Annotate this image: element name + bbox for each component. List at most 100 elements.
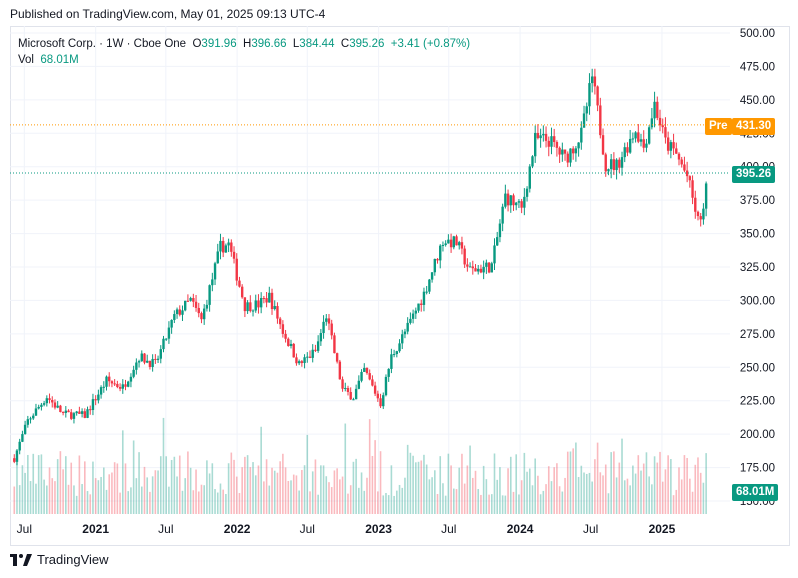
volume-bar (477, 489, 480, 514)
candle-body (349, 391, 352, 400)
candle-body (525, 188, 529, 197)
volume-bar (230, 452, 233, 514)
legend-vol-value: 68.01M (40, 54, 79, 66)
volume-bar (290, 480, 292, 514)
legend-symbol: Microsoft Corp. · 1W · Cboe One (18, 38, 187, 50)
candle-body (314, 349, 317, 351)
volume-bar (558, 486, 561, 514)
volume-bar (59, 451, 62, 514)
candle-body (80, 411, 84, 414)
candle-body (156, 358, 160, 360)
candlestick-chart[interactable]: 500.00475.00450.00425.00400.00375.00350.… (10, 26, 790, 546)
candle-body (216, 251, 219, 264)
candle-body (645, 143, 648, 148)
candle-body (173, 314, 176, 320)
y-tick-label: 275.00 (740, 329, 775, 341)
volume-bar (206, 460, 208, 514)
candle-body (447, 239, 450, 244)
tradingview-footer[interactable]: TradingView (10, 552, 109, 567)
candle-body (493, 245, 496, 264)
volume-bar (146, 477, 149, 514)
candle-body (249, 302, 252, 312)
candle-body (42, 403, 46, 405)
volume-bar (51, 478, 54, 514)
legend-row-price: Microsoft Corp. · 1W · Cboe One O391.96 … (18, 36, 470, 52)
candle-body (200, 313, 203, 320)
candle-body (257, 300, 260, 308)
candle-body (395, 351, 399, 355)
volume-bar (610, 452, 612, 514)
volume-bar (640, 470, 642, 514)
x-tick-label: Jul (441, 522, 456, 536)
volume-bar (314, 459, 317, 514)
volume-bar (336, 468, 338, 514)
volume-bar (273, 470, 276, 514)
volume-bar (577, 477, 580, 514)
volume-bar (450, 465, 452, 514)
candle-body (585, 106, 588, 114)
volume-bar (208, 473, 211, 514)
volume-bar (398, 484, 401, 514)
volume-bar (618, 462, 621, 514)
x-tick-label: 2023 (365, 522, 392, 536)
candle-body (387, 368, 390, 377)
volume-bar (626, 478, 629, 514)
volume-bar (254, 475, 257, 514)
volume-bar (268, 485, 271, 514)
volume-bar (13, 486, 16, 514)
candle-body (78, 411, 81, 414)
candle-body (458, 242, 461, 246)
candle-body (406, 322, 409, 332)
volume-bar (493, 453, 496, 514)
volume-bar (566, 451, 569, 514)
candle-body (289, 343, 293, 346)
y-tick-label: 500.00 (740, 28, 775, 40)
candle-body (360, 371, 363, 381)
candle-body (94, 399, 97, 401)
volume-bar (580, 465, 583, 514)
volume-bar (309, 491, 311, 514)
candle-body (604, 154, 607, 172)
candle-body (89, 409, 92, 411)
candle-body (615, 159, 618, 171)
candle-body (479, 268, 483, 273)
volume-bar (227, 463, 230, 514)
volume-bar (181, 490, 184, 514)
candle-body (474, 268, 477, 272)
volume-bar (197, 491, 200, 514)
x-tick-label: Jul (158, 522, 173, 536)
candle-body (352, 399, 355, 401)
volume-bar (518, 494, 520, 514)
candle-body (327, 318, 331, 324)
volume-bar (667, 455, 669, 514)
volume-bar (680, 479, 683, 514)
candle-body (319, 333, 323, 342)
volume-bar (18, 485, 21, 514)
candle-body (555, 142, 559, 148)
candle-body (132, 369, 135, 377)
volume-bar (659, 451, 661, 514)
volume-bar (284, 467, 287, 514)
y-tick-label: 350.00 (740, 229, 775, 241)
volume-bar (417, 461, 420, 514)
volume-bar (328, 482, 330, 514)
candle-body (376, 393, 380, 399)
candle-body (105, 376, 108, 387)
volume-bar (67, 484, 70, 514)
candle-body (561, 149, 564, 155)
volume-bar (648, 476, 650, 514)
candle-body (56, 405, 59, 408)
volume-bar (298, 490, 300, 514)
volume-bar (56, 459, 59, 514)
candle-body (664, 127, 667, 138)
candle-body (699, 216, 702, 220)
volume-bar (415, 462, 417, 514)
volume-bar (40, 454, 43, 514)
candle-body (501, 206, 504, 224)
volume-bar (358, 487, 360, 514)
volume-bar (113, 462, 116, 514)
candle-body (702, 208, 705, 220)
candle-body (287, 338, 290, 346)
candle-body (639, 139, 643, 142)
volume-bar (279, 461, 281, 514)
